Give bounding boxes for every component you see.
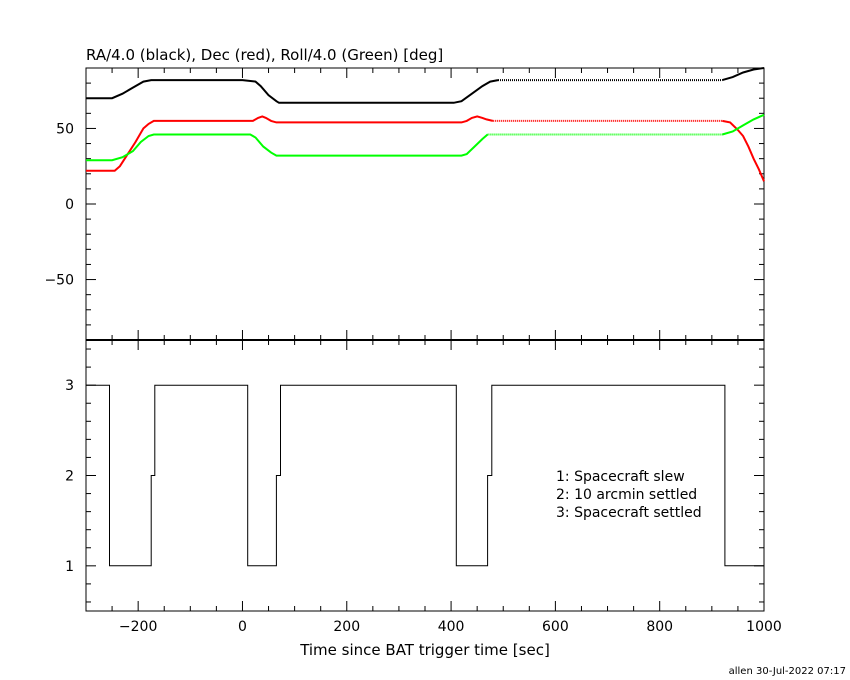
settle-status-axis-ticks: [85, 340, 765, 611]
roll-series-line: [722, 113, 765, 136]
y-tick-label: 1: [65, 559, 74, 575]
attitude-axis-ticks: [85, 67, 765, 341]
attitude-chart-title: RA/4.0 (black), Dec (red), Roll/4.0 (Gre…: [86, 46, 443, 64]
y-tick-label: 2: [65, 469, 74, 485]
y-tick-label: 3: [65, 378, 74, 394]
x-tick-label: 1000: [746, 619, 782, 635]
legend-entry-slew: 1: Spacecraft slew: [556, 469, 685, 485]
y-tick-label: −50: [44, 273, 74, 289]
footer-stamp: allen 30-Jul-2022 07:17: [729, 666, 846, 677]
x-axis-label: Time since BAT trigger time [sec]: [299, 641, 550, 659]
x-tick-label: 200: [333, 619, 360, 635]
x-tick-labels: −200 0 200 400 600 800 1000: [119, 619, 782, 635]
attitude-y-tick-labels: −50 0 50: [44, 121, 74, 288]
x-tick-label: 800: [646, 619, 673, 635]
y-tick-label: 0: [65, 197, 74, 213]
settle-status-step-line: [86, 384, 764, 567]
x-tick-label: 600: [542, 619, 569, 635]
x-tick-label: 0: [238, 619, 247, 635]
attitude-plot-frame: [85, 67, 765, 341]
dec-series-line: [722, 119, 765, 182]
x-tick-label: 400: [438, 619, 465, 635]
dec-series-line: [86, 115, 494, 172]
settle-status-y-tick-labels: 1 2 3: [65, 378, 74, 575]
legend-entry-10-arcmin: 2: 10 arcmin settled: [556, 487, 697, 503]
settle-status-panel: 1 2 3 −200 0 200 400 600 800 1000 1: Spacecraft …: [65, 339, 782, 659]
y-tick-label: 50: [56, 121, 74, 137]
x-tick-label: −200: [119, 619, 157, 635]
legend-entry-settled: 3: Spacecraft settled: [556, 505, 702, 521]
attitude-panel: RA/4.0 (black), Dec (red), Roll/4.0 (Gre…: [44, 46, 765, 341]
ra-series-line: [86, 79, 499, 104]
settle-status-legend: 1: Spacecraft slew 2: 10 arcmin settled …: [556, 469, 702, 521]
settle-status-series: [86, 384, 764, 567]
ra-series-line: [722, 67, 765, 82]
roll-series-line: [86, 133, 489, 162]
attitude-series: [86, 67, 765, 182]
